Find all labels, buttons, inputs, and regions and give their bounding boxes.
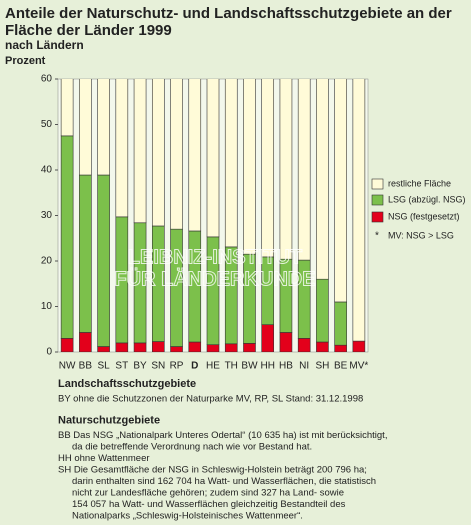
bar-segment [97,174,110,347]
bar-segment [334,79,347,303]
x-tick-label: MV* [349,361,368,372]
legend-label: NSG (festgesetzt) [388,211,460,221]
note-line: darin enthalten sind 162 704 ha Watt- un… [72,476,376,487]
y-tick-label: 20 [41,256,53,267]
bar-segment [60,79,74,137]
bar-segment [297,338,311,352]
y-tick-label: 30 [41,210,53,221]
legend-label: restliche Fläche [388,178,451,188]
y-tick-label: 60 [41,74,53,85]
bar-segment [316,341,329,352]
subtitle: nach Ländern [5,38,84,52]
bar-segment [79,174,92,333]
chart-title-2: Fläche der Länder 1999 [5,22,172,39]
bar-segment [316,79,329,280]
legend-note: MV: NSG > LSG [388,230,454,240]
bar-segment [243,79,256,255]
bar-segment [79,79,92,176]
legend-swatch [371,211,384,223]
x-tick-label: BW [241,361,258,372]
note-line: nicht zur Landesfläche gehören; zudem si… [72,488,344,499]
bar-segment [334,344,347,352]
bar-segment [115,79,129,218]
note-line: 154 057 ha Watt- und Wasserflächen gleic… [72,499,346,510]
watermark: FÜR LÄNDERKUNDE [114,267,315,290]
legend-label: LSG (abzügl. NSG) [388,194,466,204]
bar-segment [170,79,183,230]
bar-segment [279,79,293,260]
y-tick-label: 40 [41,165,53,176]
bar-segment [297,79,311,261]
note-line: Nationalparks „Schleswig-Holsteinisches … [72,511,303,522]
bar-segment [115,342,129,352]
bar-segment [79,332,92,352]
y-tick-label: 10 [41,301,53,312]
x-tick-label: NW [59,361,76,372]
bar-segment [261,324,275,352]
bar-segment [151,341,165,352]
bar-segment [206,79,220,238]
y-label: Prozent [5,55,46,67]
bar-segment [243,343,256,352]
x-tick-label: ST [115,361,128,372]
x-tick-label: BB [79,361,93,372]
x-tick-label: SN [151,361,165,372]
y-tick-label: 0 [46,347,52,358]
x-tick-label: HE [206,361,220,372]
x-tick-label: BE [334,361,348,372]
bar-segment [133,342,147,352]
bar-segment [60,338,74,352]
x-tick-label: D [191,361,198,372]
note-line: HH ohne Wattenmeer [58,453,150,464]
watermark: LEIBNIZ-INSTITUT [128,246,302,268]
y-tick-label: 50 [41,119,53,130]
bar-segment [188,79,202,232]
bar-segment [261,79,275,258]
bar-segment [316,278,329,343]
note-line: SH Die Gesamtfläche der NSG in Schleswig… [58,465,367,476]
chart-title-1: Anteile der Naturschutz- und Landschafts… [5,5,452,22]
x-tick-label: HH [260,361,274,372]
bar-segment [352,79,366,342]
note-line: da die betreffende Verordnung nach wie v… [72,442,312,453]
bar-segment [60,135,74,339]
legend-note-symbol: * [375,231,379,242]
bar-segment [170,346,183,352]
bar-segment [352,340,366,352]
bar-segment [279,332,293,352]
note-line: BY ohne die Schutzzonen der Naturparke M… [58,394,363,405]
bar-segment [151,79,165,227]
bars [60,79,366,352]
x-tick-label: SL [97,361,110,372]
bar-segment [206,344,220,352]
bar-segment [97,346,110,352]
note-heading: Landschaftsschutzgebiete [58,378,196,390]
bar-segment [334,301,347,346]
x-tick-label: SH [315,361,329,372]
bar-segment [97,79,110,176]
x-tick-label: TH [225,361,238,372]
note-heading: Naturschutzgebiete [58,414,160,426]
bar-segment [133,79,147,224]
bar-segment [224,343,238,352]
x-tick-label: RP [170,361,184,372]
x-tick-label: HB [279,361,293,372]
bar-segment [224,79,238,248]
legend-swatch [371,194,384,206]
bar-segment [188,341,202,352]
note-line: BB Das NSG „Nationalpark Unteres Odertal… [58,430,387,441]
legend-swatch [371,178,384,190]
x-tick-label: NI [299,361,309,372]
x-tick-label: BY [133,361,147,372]
